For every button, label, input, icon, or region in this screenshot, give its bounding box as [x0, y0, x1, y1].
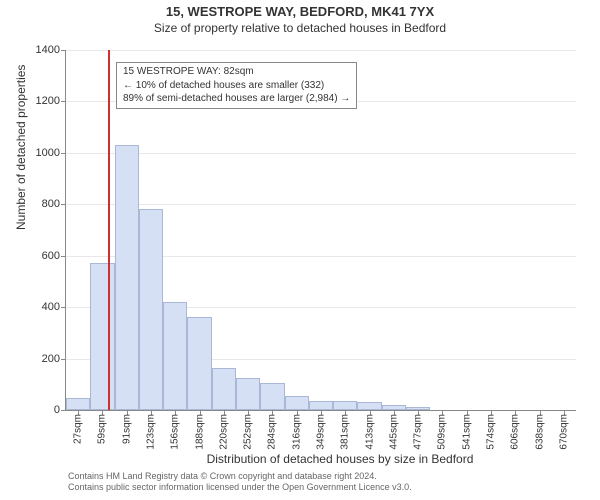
page-title: 15, WESTROPE WAY, BEDFORD, MK41 7YX: [0, 4, 600, 19]
histogram-bar: [66, 398, 90, 410]
x-tick-label: 156sqm: [170, 414, 181, 450]
histogram-bar: [90, 263, 114, 410]
x-tick-label: 574sqm: [486, 414, 497, 450]
x-tick-label: 413sqm: [364, 414, 375, 450]
x-tick-label: 541sqm: [461, 414, 472, 450]
y-tick-label: 1000: [36, 147, 60, 159]
x-tick-label: 477sqm: [413, 414, 424, 450]
x-tick-label: 381sqm: [340, 414, 351, 450]
gridline: [66, 50, 576, 51]
y-tick: [61, 101, 66, 102]
y-tick-label: 1200: [36, 95, 60, 107]
footer-line2: Contains public sector information licen…: [68, 482, 412, 494]
x-tick-label: 252sqm: [243, 414, 254, 450]
histogram-bar: [260, 383, 284, 410]
info-line: 15 WESTROPE WAY: 82sqm: [123, 65, 350, 79]
y-axis-label: Number of detached properties: [14, 65, 28, 230]
gridline: [66, 153, 576, 154]
x-tick-label: 638sqm: [534, 414, 545, 450]
y-tick: [61, 307, 66, 308]
x-axis-label: Distribution of detached houses by size …: [40, 452, 600, 466]
x-tick-label: 123sqm: [146, 414, 157, 450]
y-tick-label: 200: [42, 353, 60, 365]
y-tick: [61, 204, 66, 205]
y-tick: [61, 410, 66, 411]
x-tick-label: 445sqm: [388, 414, 399, 450]
histogram-bar: [163, 302, 187, 410]
plot-area: 020040060080010001200140027sqm59sqm91sqm…: [65, 50, 576, 411]
y-tick-label: 600: [42, 250, 60, 262]
y-tick: [61, 50, 66, 51]
info-box: 15 WESTROPE WAY: 82sqm← 10% of detached …: [116, 62, 357, 109]
footer-attribution: Contains HM Land Registry data © Crown c…: [68, 471, 412, 494]
histogram-bar: [187, 317, 211, 410]
y-tick-label: 0: [54, 404, 60, 416]
y-tick-label: 800: [42, 198, 60, 210]
histogram-bar: [139, 209, 163, 410]
y-tick-label: 400: [42, 301, 60, 313]
histogram-bar: [115, 145, 139, 410]
gridline: [66, 204, 576, 205]
y-tick-label: 1400: [36, 44, 60, 56]
x-tick-label: 220sqm: [218, 414, 229, 450]
x-tick-label: 188sqm: [194, 414, 205, 450]
footer-line1: Contains HM Land Registry data © Crown c…: [68, 471, 412, 483]
histogram-chart: 020040060080010001200140027sqm59sqm91sqm…: [65, 50, 575, 410]
info-line: 89% of semi-detached houses are larger (…: [123, 92, 350, 106]
x-tick-label: 670sqm: [558, 414, 569, 450]
x-tick-label: 59sqm: [97, 414, 108, 444]
x-tick-label: 316sqm: [291, 414, 302, 450]
histogram-bar: [357, 402, 381, 410]
info-line: ← 10% of detached houses are smaller (33…: [123, 79, 350, 93]
x-tick-label: 284sqm: [267, 414, 278, 450]
page-subtitle: Size of property relative to detached ho…: [0, 21, 600, 35]
property-marker-line: [108, 50, 110, 410]
x-tick-label: 91sqm: [121, 414, 132, 444]
x-tick-label: 509sqm: [437, 414, 448, 450]
histogram-bar: [236, 378, 260, 410]
y-tick: [61, 153, 66, 154]
histogram-bar: [309, 401, 333, 410]
x-tick-label: 27sqm: [73, 414, 84, 444]
x-tick-label: 349sqm: [316, 414, 327, 450]
histogram-bar: [212, 368, 236, 410]
histogram-bar: [285, 396, 309, 410]
histogram-bar: [333, 401, 357, 410]
x-tick-label: 606sqm: [510, 414, 521, 450]
y-tick: [61, 359, 66, 360]
y-tick: [61, 256, 66, 257]
